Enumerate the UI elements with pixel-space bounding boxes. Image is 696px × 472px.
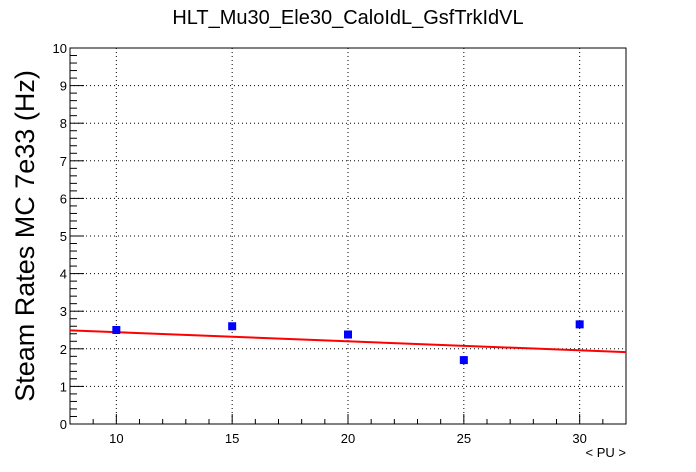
y-tick-label: 1 [60, 379, 67, 394]
fit-line-group [69, 329, 627, 354]
y-tick-label: 9 [60, 79, 67, 94]
data-point [228, 322, 237, 331]
axes [69, 47, 627, 425]
tick-labels: 10 15 20 25 30 0 1 2 3 4 5 6 7 8 9 10 [53, 41, 587, 446]
y-tick-label: 8 [60, 116, 67, 131]
y-tick-label: 4 [60, 267, 67, 282]
y-tick-label: 6 [60, 191, 67, 206]
y-axis-label: Steam Rates MC 7e33 (Hz) [10, 70, 40, 402]
y-tick-label: 5 [60, 229, 67, 244]
data-point [112, 326, 121, 334]
data-point [344, 330, 352, 339]
y-tick-label: 7 [60, 154, 67, 169]
data-point [575, 320, 584, 329]
y-tick-label: 10 [53, 41, 67, 56]
x-tick-label: 15 [225, 431, 239, 446]
x-tick-label: 30 [572, 431, 586, 446]
x-tick-label: 10 [109, 431, 123, 446]
y-tick-label: 2 [60, 342, 67, 357]
data-point [459, 356, 468, 365]
chart-title: HLT_Mu30_Ele30_CaloIdL_GsfTrkIdVL [172, 7, 523, 29]
x-axis-label: < PU > [586, 445, 626, 460]
x-tick-label: 20 [341, 431, 355, 446]
y-tick-label: 3 [60, 304, 67, 319]
fit-line [69, 329, 627, 354]
grid-lines [70, 47, 626, 424]
data-points [112, 320, 584, 365]
x-tick-label: 25 [457, 431, 471, 446]
y-tick-label: 0 [60, 417, 67, 432]
